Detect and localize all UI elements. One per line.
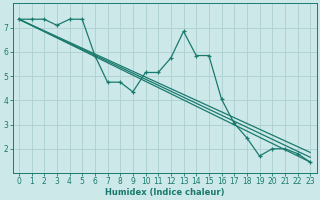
X-axis label: Humidex (Indice chaleur): Humidex (Indice chaleur) [105, 188, 224, 197]
